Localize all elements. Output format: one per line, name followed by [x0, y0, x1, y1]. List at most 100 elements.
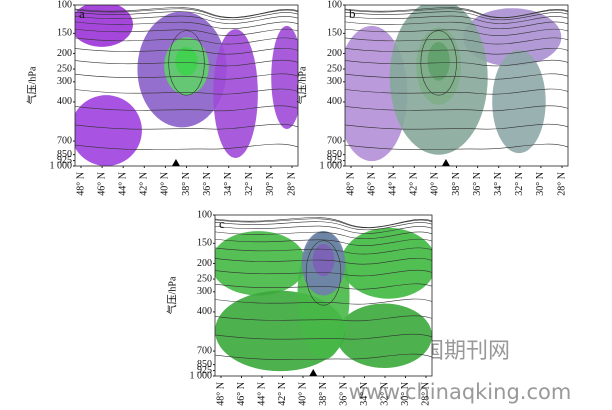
x-tick-label: 46° N [366, 172, 377, 196]
x-tick-label: 42° N [277, 382, 288, 406]
shaded-region [175, 46, 198, 76]
y-tick-label: 100 [57, 0, 72, 10]
contour-line [215, 315, 432, 322]
x-tick-label: 44° N [117, 172, 128, 196]
y-tick-label: 400 [327, 96, 342, 107]
contour-line [75, 105, 298, 112]
x-tick-label: 48° N [75, 172, 86, 196]
y-tick-label: 400 [197, 306, 212, 317]
x-tick-label: 40° N [430, 172, 441, 196]
contour-line [215, 298, 432, 305]
contour-line [345, 105, 568, 112]
x-tick-label: 48° N [215, 382, 226, 406]
x-tick-label: 34° N [223, 172, 234, 196]
contour-line [75, 123, 298, 130]
contour-line [215, 283, 432, 290]
x-tick-label: 40° N [297, 382, 308, 406]
contours [345, 5, 568, 166]
y-tick-label: 850 [57, 149, 72, 160]
contour-line [215, 269, 432, 277]
station-marker [309, 369, 318, 376]
x-tick-label: 32° N [244, 172, 255, 196]
x-tick-label: 30° N [265, 172, 276, 196]
contour-line [345, 73, 568, 80]
y-tick-label: 250 [57, 63, 72, 74]
x-tick-label: 34° N [359, 382, 370, 406]
y-tick-label: 850 [327, 149, 342, 160]
y-tick-label: 200 [57, 48, 72, 59]
x-tick-label: 42° N [139, 172, 150, 196]
y-tick-label: 250 [197, 273, 212, 284]
panel-label: b [349, 6, 356, 21]
x-tick-label: 40° N [160, 172, 171, 196]
y-tick-label: 925 [57, 155, 72, 166]
contour-line [345, 37, 568, 45]
y-tick-label: 150 [197, 238, 212, 249]
panel-label: c [219, 216, 225, 231]
x-tick-label: 48° N [345, 172, 356, 196]
y-tick-label: 925 [327, 155, 342, 166]
x-tick-label: 28° N [286, 172, 297, 196]
contour-line [420, 30, 457, 96]
station-marker [441, 159, 450, 166]
x-tick-label: 28° N [420, 382, 431, 406]
contour-line [345, 7, 568, 18]
contour-line [215, 238, 432, 246]
shaded-region [215, 231, 307, 296]
x-tick-label: 46° N [236, 382, 247, 406]
contour-line [215, 353, 432, 360]
contour-line [215, 257, 432, 265]
contour-line [345, 59, 568, 67]
contour-line [75, 88, 298, 95]
y-tick-label: 150 [57, 28, 72, 39]
contour-line [345, 8, 568, 19]
contour-line [75, 143, 298, 150]
x-tick-label: 44° N [256, 382, 267, 406]
y-tick-label: 1 000 [320, 160, 343, 171]
contour-line [215, 225, 432, 234]
x-tick-label: 36° N [202, 172, 213, 196]
x-tick-label: 38° N [451, 172, 462, 196]
shaded-region [427, 42, 450, 81]
contour-line [345, 123, 568, 130]
contour-line [75, 28, 298, 36]
contours [75, 5, 298, 166]
x-tick-label: 34° N [493, 172, 504, 196]
contour-line [215, 217, 432, 228]
x-tick-label: 38° N [181, 172, 192, 196]
contour-line [215, 231, 432, 240]
x-tick-label: 32° N [514, 172, 525, 196]
x-tick-label: 36° N [472, 172, 483, 196]
x-tick-label: 30° N [535, 172, 546, 196]
x-tick-label: 32° N [379, 382, 390, 406]
shaded-region [75, 95, 142, 166]
y-tick-label: 300 [57, 76, 72, 87]
contour-line [215, 221, 432, 231]
shaded-region [271, 25, 298, 129]
y-axis-label: 气压/hPa [25, 66, 38, 104]
shaded-region [336, 303, 432, 368]
y-tick-label: 925 [197, 365, 212, 376]
contour-line [75, 11, 298, 21]
station-marker [171, 159, 180, 166]
y-axis-label: 气压/hPa [295, 66, 308, 104]
y-tick-label: 1 000 [190, 370, 213, 381]
contour-line [75, 59, 298, 67]
y-tick-label: 400 [57, 96, 72, 107]
y-tick-label: 700 [197, 345, 212, 356]
x-tick-label: 44° N [387, 172, 398, 196]
x-tick-label: 30° N [400, 382, 411, 406]
contour-line [345, 88, 568, 95]
contours [215, 215, 432, 376]
contour-line [215, 333, 432, 340]
y-tick-label: 700 [327, 135, 342, 146]
contour-line [75, 8, 298, 19]
y-tick-label: 100 [327, 0, 342, 10]
contour-line [75, 7, 298, 18]
contour-line [345, 21, 568, 30]
shaded-region [340, 227, 432, 299]
y-tick-label: 100 [197, 209, 212, 220]
